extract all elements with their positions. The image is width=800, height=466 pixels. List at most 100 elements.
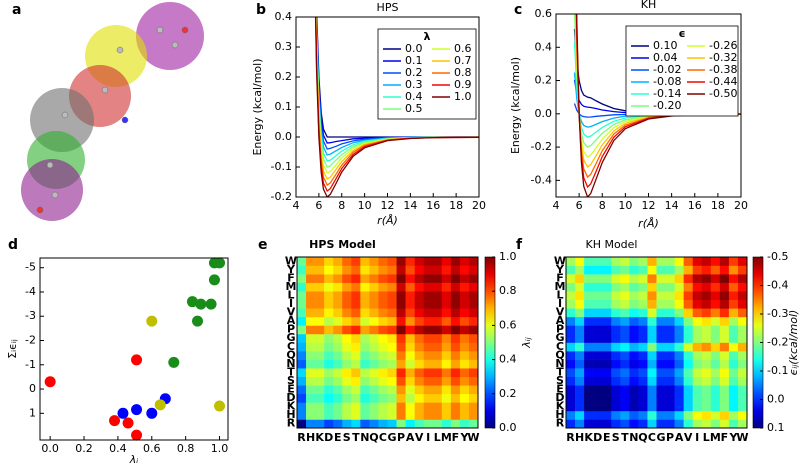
heatmap-cell [602, 376, 612, 386]
heatmap-cell [423, 257, 434, 266]
heatmap-cell [728, 419, 739, 429]
heatmap-cell [450, 410, 461, 420]
heatmap-cell [602, 282, 612, 292]
heatmap-cell [405, 359, 415, 369]
heatmap-cell [692, 265, 703, 275]
heatmap-cell [656, 299, 666, 309]
x-tick-label: 18 [449, 199, 463, 212]
heatmap-cell [459, 316, 470, 326]
heatmap-cell [351, 316, 361, 326]
heatmap-cell [575, 351, 585, 360]
heatmap-cell [710, 308, 721, 318]
heatmap-cell [351, 291, 361, 301]
heatmap-cell [674, 368, 684, 377]
y-tick-label: 1 [29, 406, 36, 419]
heatmap-cell [423, 265, 434, 275]
heatmap-cell [593, 351, 603, 360]
heatmap-cell [647, 376, 657, 386]
heatmap-cell [593, 376, 603, 386]
heatmap-cell [566, 410, 576, 420]
heatmap-cell [441, 359, 452, 369]
heatmap-cell [360, 325, 370, 335]
heatmap-cell [369, 308, 379, 318]
heatmap-cell [728, 359, 739, 369]
heatmap-cell [611, 359, 621, 369]
plot-frame [295, 16, 480, 198]
heatmap-cell [423, 393, 434, 403]
heatmap-cell [620, 342, 630, 352]
heatmap-cell [450, 282, 461, 292]
heatmap-cell [450, 308, 461, 318]
y-tick-label: -1 [25, 358, 36, 371]
heatmap-cell [378, 342, 388, 352]
heatmap-cell [333, 342, 343, 352]
x-tick-label: V [415, 431, 424, 444]
heatmap-cell [324, 282, 334, 292]
heatmap-cell [728, 291, 739, 301]
heatmap-cell [396, 325, 406, 335]
heatmap-cell [324, 385, 334, 395]
heatmap-cell [620, 265, 630, 275]
heatmap-cell [719, 274, 730, 283]
legend-label: 0.6 [454, 42, 472, 55]
heatmap-cell [674, 316, 684, 326]
heatmap-cell [710, 291, 721, 301]
heatmap-cell [602, 299, 612, 309]
y-tick-label: E [556, 383, 564, 396]
heatmap-cell [297, 308, 307, 318]
scatter-point [195, 298, 207, 310]
legend-label: -0.26 [709, 39, 737, 52]
heatmap-cell [701, 376, 712, 386]
x-tick-label: 8 [338, 199, 345, 212]
heatmap-cell [423, 282, 434, 292]
x-tick-label: 20 [472, 199, 486, 212]
heatmap-cell [584, 265, 594, 275]
heatmap-cell [728, 393, 739, 403]
heatmap-cell [459, 419, 470, 429]
x-tick-label: 0.4 [109, 442, 127, 455]
heatmap-cell [656, 308, 666, 318]
heatmap-cell [414, 385, 424, 395]
heatmap-cell [701, 368, 712, 377]
heatmap-cell [566, 385, 576, 395]
heatmap-cell [324, 291, 334, 301]
heatmap-cell [647, 316, 657, 326]
x-tick-label: F [721, 431, 729, 444]
x-tick-label: C [648, 431, 656, 444]
heatmap-cell [306, 402, 316, 412]
x-tick-label: C [379, 431, 387, 444]
legend-label: 0.7 [454, 54, 472, 67]
x-tick-label: 0.2 [75, 442, 93, 455]
heatmap-cell [701, 274, 712, 283]
scatter-point [168, 356, 180, 368]
heatmap-cell [351, 308, 361, 318]
legend-label: -0.38 [709, 63, 737, 76]
colorbar-tick-label: 0.8 [499, 284, 517, 297]
y-tick-label: A [287, 314, 296, 327]
heatmap-cell [692, 299, 703, 309]
heatmap-cell [297, 402, 307, 412]
y-tick-label: Q [555, 348, 564, 361]
heatmap-cell [665, 419, 675, 429]
x-tick-label: 18 [711, 199, 725, 212]
heatmap-cell [369, 410, 379, 420]
heatmap-cell [710, 282, 721, 292]
heatmap-cell [360, 299, 370, 309]
heatmap-cell [369, 325, 379, 335]
heatmap-cell [728, 316, 739, 326]
legend-label: 0.10 [653, 39, 678, 52]
heatmap-cell [665, 368, 675, 377]
x-tick-label: 14 [665, 199, 679, 212]
heatmap-cell [342, 333, 352, 343]
heatmap-cell [629, 393, 639, 403]
heatmap-cell [468, 410, 479, 420]
data-line [576, 14, 741, 197]
scatter-point [208, 274, 220, 286]
heatmap-cell [342, 274, 352, 283]
heatmap-cell [333, 308, 343, 318]
x-tick-label: L [434, 431, 441, 444]
y-tick-label: 0.6 [535, 7, 553, 20]
y-tick-label: I [289, 297, 293, 310]
heatmap-cell [710, 299, 721, 309]
heatmap-cell [396, 351, 406, 360]
